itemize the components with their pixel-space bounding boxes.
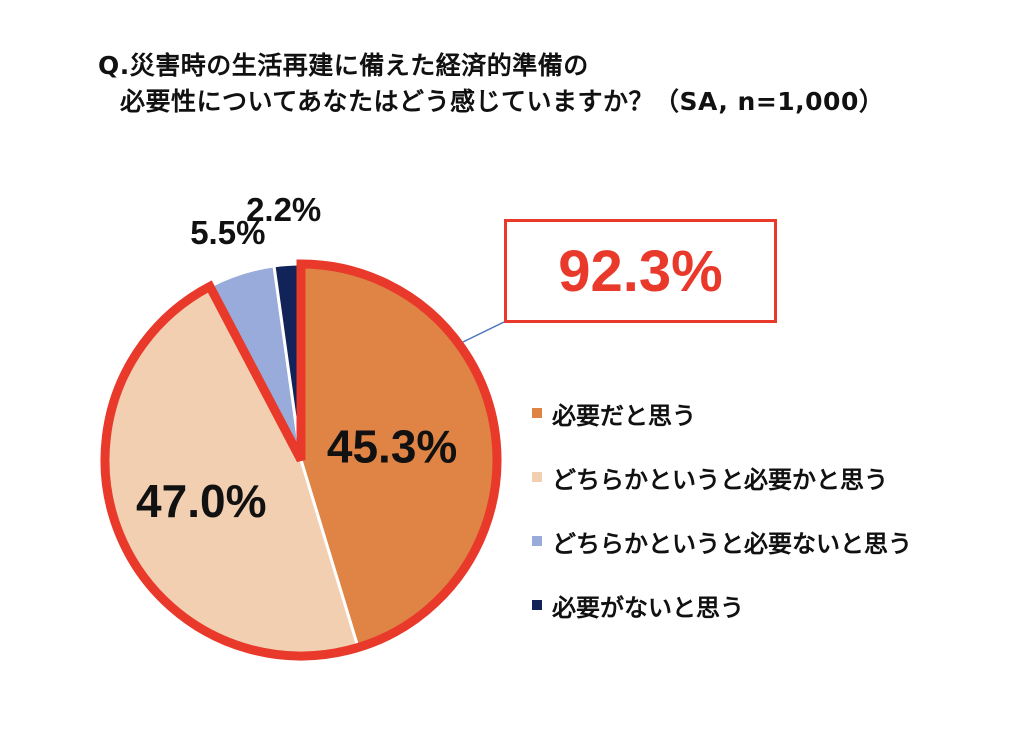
legend-item: 必要がないと思う <box>532 584 912 626</box>
chart-title-line2: 必要性についてあなたはどう感じていますか？（SA, n=1,000） <box>120 87 885 116</box>
value-label-3: 5.5% <box>190 214 265 251</box>
legend-item: どちらかというと必要かと思う <box>532 456 912 498</box>
chart-title: Q.災害時の生活再建に備えた経済的準備の 必要性についてあなたはどう感じています… <box>98 48 884 120</box>
legend-item: どちらかというと必要ないと思う <box>532 520 912 562</box>
legend: 必要だと思う どちらかというと必要かと思う どちらかというと必要ないと思う 必要… <box>532 392 912 648</box>
legend-label: 必要がないと思う <box>552 593 744 622</box>
legend-label: 必要だと思う <box>552 401 696 430</box>
legend-swatch <box>532 472 542 482</box>
value-label-4: 2.2% <box>246 191 321 228</box>
value-label-1: 45.3% <box>327 420 457 472</box>
value-label-2: 47.0% <box>136 475 266 527</box>
highlight-outline <box>100 259 502 661</box>
legend-label: どちらかというと必要かと思う <box>552 465 888 494</box>
legend-label: どちらかというと必要ないと思う <box>552 529 912 558</box>
legend-swatch <box>532 600 542 610</box>
value-labels: 45.3% 47.0% 5.5%2.2% <box>136 191 457 527</box>
highlight-total-label: 92.3% <box>558 238 723 304</box>
legend-item: 必要だと思う <box>532 392 912 434</box>
callout-line <box>462 321 505 343</box>
chart-title-line1: Q.災害時の生活再建に備えた経済的準備の <box>98 51 589 80</box>
legend-swatch <box>532 408 542 418</box>
legend-swatch <box>532 536 542 546</box>
highlight-total-box: 92.3% <box>504 219 777 323</box>
